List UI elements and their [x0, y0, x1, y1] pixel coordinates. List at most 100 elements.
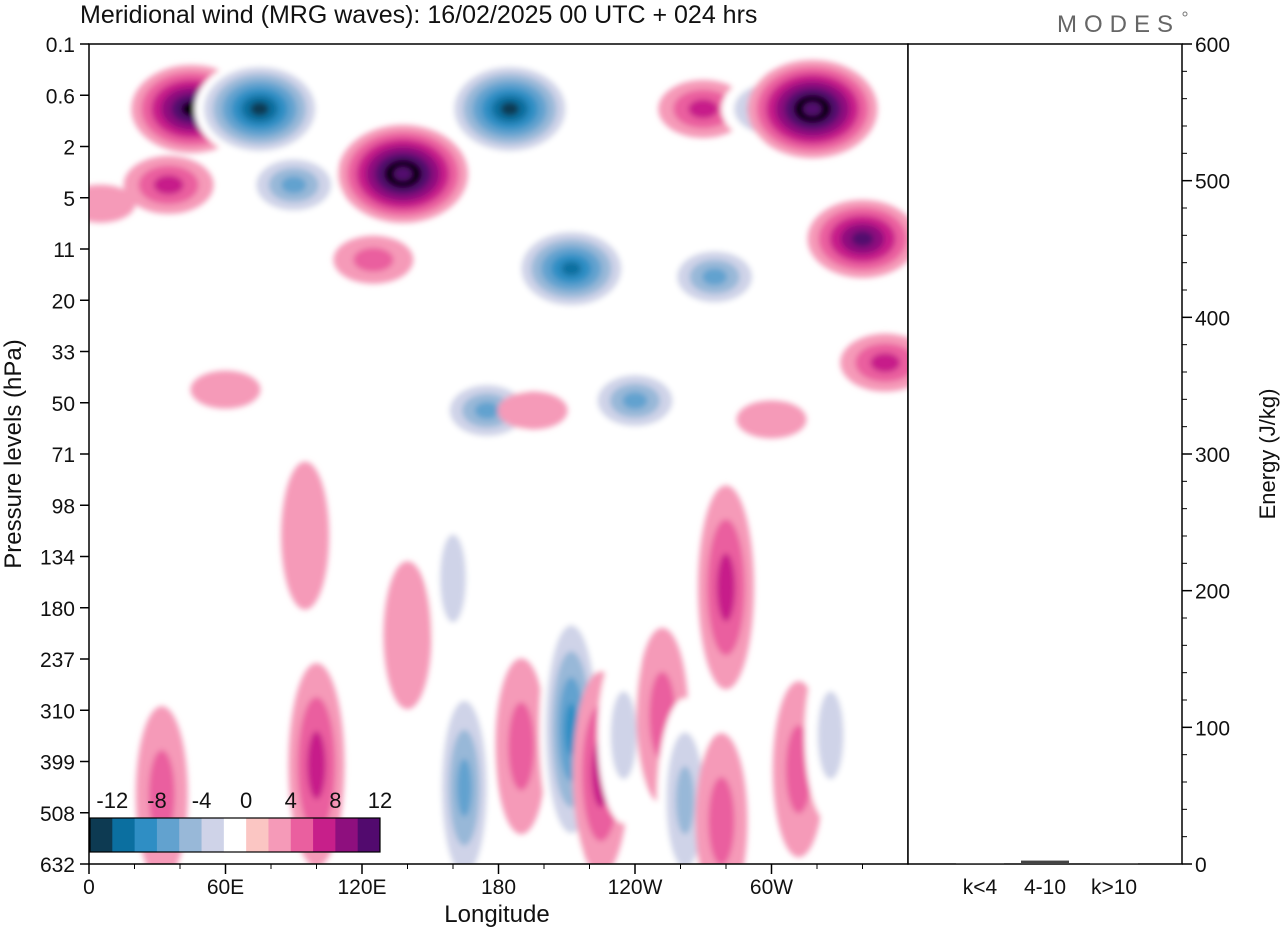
- y-tick-label: 180: [40, 598, 75, 621]
- contour-region-15-level-4: [851, 231, 874, 247]
- colorbar-swatch: [268, 818, 292, 852]
- y-tick-label: 0.1: [46, 34, 75, 57]
- contour-region-14-level-6: [803, 101, 822, 116]
- contour-region-10-level-3: [622, 392, 648, 410]
- contour-region-24-level-2: [716, 553, 736, 622]
- energy-axis-label: Energy (J/kg): [1255, 389, 1280, 520]
- energy-category-label: k>10: [1091, 876, 1137, 899]
- colorbar-swatch: [246, 818, 269, 852]
- colorbar-swatch: [201, 818, 225, 852]
- contour-region-4-level-3: [281, 176, 307, 194]
- modes-logo: MODES: [1057, 11, 1180, 38]
- contour-region-28-level-1: [508, 702, 535, 791]
- y-tick-label: 5: [63, 188, 75, 211]
- colorbar-label: -8: [147, 788, 167, 813]
- contour-region-22-level-1: [440, 534, 466, 623]
- colorbar-swatch: [313, 818, 336, 852]
- y-tick-label: 134: [40, 547, 75, 570]
- colorbar-swatch: [156, 818, 180, 852]
- colorbar-swatch: [335, 818, 359, 852]
- colorbar-label: 0: [240, 788, 252, 813]
- contour-region-1-level-2: [153, 175, 184, 195]
- energy-tick-label: 500: [1195, 171, 1230, 194]
- contour-region-21-level-0: [281, 461, 330, 610]
- energy-bar: [1021, 860, 1069, 864]
- y-tick-label: 71: [52, 444, 75, 467]
- contour-region-31-level-1: [610, 691, 637, 780]
- contour-region-37-level-0: [861, 699, 908, 848]
- contour-region-19-level-0: [497, 391, 568, 430]
- contour-region-25-level-1: [148, 750, 175, 839]
- y-tick-label: 508: [40, 803, 75, 826]
- logo-mark-icon: [1182, 11, 1188, 17]
- colorbar-frame: [89, 817, 381, 853]
- y-tick-label: 399: [40, 752, 75, 775]
- contour-region-34-level-1: [708, 777, 735, 864]
- contour-field: [89, 59, 908, 864]
- colorbar-label: 8: [329, 788, 341, 813]
- contour-region-18-level-3: [474, 402, 500, 420]
- energy-tick-label: 600: [1195, 34, 1230, 57]
- energy-tick-label: 0: [1195, 854, 1207, 877]
- y-tick-label: 50: [52, 393, 75, 416]
- contour-region-7-level-1: [353, 247, 394, 272]
- colorbar-label: -4: [192, 788, 212, 813]
- contour-region-23-level-0: [383, 561, 432, 710]
- colorbar-swatch: [223, 818, 247, 852]
- y-tick-label: 98: [52, 495, 75, 518]
- contour-region-9-level-5: [561, 261, 582, 276]
- colorbar-swatch: [134, 818, 158, 852]
- colorbar: -12 -8 -4 0 4 8 12: [89, 788, 392, 853]
- energy-bar: [1090, 863, 1138, 865]
- contour-region-20-level-0: [736, 400, 807, 439]
- x-tick-label: 60E: [207, 876, 244, 899]
- energy-bar: [956, 863, 1004, 864]
- chart-title: Meridional wind (MRG waves): 16/02/2025 …: [80, 1, 757, 29]
- energy-category-label: k<4: [963, 876, 998, 899]
- colorbar-label: 12: [368, 788, 392, 813]
- contour-region-2-level-0: [89, 184, 136, 223]
- y-axis-label: Pressure levels (hPa): [0, 339, 27, 568]
- contour-region-27-level-3: [456, 758, 472, 817]
- x-tick-label: 180: [481, 876, 516, 899]
- contour-region-26-level-2: [307, 731, 326, 800]
- x-tick-label: 120W: [608, 876, 663, 899]
- y-tick-label: 2: [63, 137, 75, 160]
- colorbar-swatch: [112, 818, 136, 852]
- colorbar-label: -12: [96, 788, 128, 813]
- y-tick-label: 632: [40, 854, 75, 877]
- colorbar-swatch: [179, 818, 203, 852]
- y-tick-label: 20: [52, 290, 75, 313]
- contour-region-12-level-3: [702, 268, 728, 286]
- contour-region-6-level-6: [393, 166, 413, 181]
- contour-region-8-level-6: [500, 101, 520, 116]
- x-axis: 0 60E 120E 180 120W 60W: [83, 864, 863, 899]
- energy-category-label: 4-10: [1024, 876, 1066, 899]
- contour-region-16-level-2: [870, 352, 901, 373]
- colorbar-swatch: [90, 818, 113, 852]
- energy-panel-frame: [907, 43, 1183, 865]
- x-tick-label: 0: [83, 876, 95, 899]
- contour-region-11-level-2: [688, 99, 719, 119]
- energy-bars: k<4 4-10 k>10: [956, 860, 1138, 899]
- energy-tick-label: 300: [1195, 444, 1230, 467]
- energy-tick-label: 400: [1195, 307, 1230, 330]
- energy-tick-label: 200: [1195, 581, 1230, 604]
- colorbar-swatch: [357, 818, 381, 852]
- x-tick-label: 120E: [337, 876, 386, 899]
- energy-tick-label: 100: [1195, 717, 1230, 740]
- y-tick-label: 33: [52, 342, 75, 365]
- contour-region-33-level-2: [675, 766, 695, 835]
- colorbar-swatch: [290, 818, 314, 852]
- y-axis: 0.1 0.6 2 5 11 20 33 50 71 98 134 180 237 310 399 508 63…: [40, 34, 89, 877]
- y-tick-label: 0.6: [46, 85, 75, 108]
- y-tick-label: 310: [40, 700, 75, 723]
- x-axis-label: Longitude: [444, 901, 549, 928]
- contour-region-5-level-0: [185, 230, 256, 269]
- contour-region-3-level-6: [250, 101, 269, 116]
- x-tick-label: 60W: [750, 876, 793, 899]
- energy-axis: 0 100 200 300 400 500 600: [1182, 34, 1230, 877]
- y-tick-label: 11: [53, 239, 75, 262]
- y-tick-label: 237: [40, 649, 75, 672]
